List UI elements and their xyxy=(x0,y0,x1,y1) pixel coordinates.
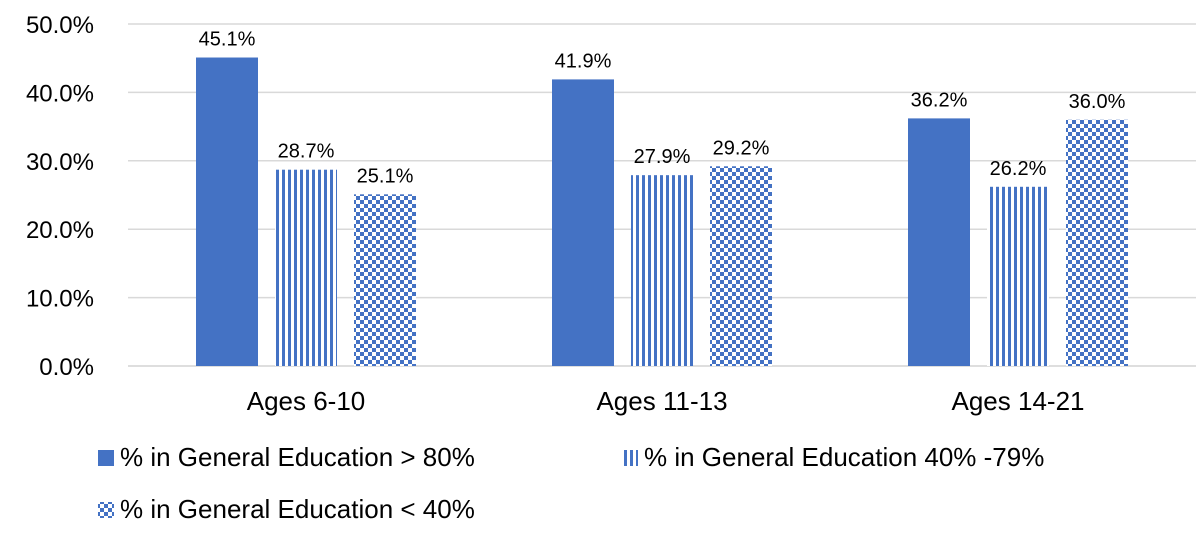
bar xyxy=(631,175,693,366)
data-label: 41.9% xyxy=(555,50,612,72)
bar xyxy=(710,166,772,366)
bar xyxy=(1066,119,1128,366)
legend-swatch xyxy=(98,450,114,466)
legend-label: % in General Education 40% -79% xyxy=(644,442,1044,472)
data-labels: 45.1% 28.7% 25.1% 41.9% 27.9% 29.2% 36.2% 26.2%… xyxy=(199,29,1126,188)
y-tick-label: 20.0% xyxy=(26,217,94,244)
data-label: 25.1% xyxy=(357,165,414,187)
y-tick-label: 30.0% xyxy=(26,149,94,176)
legend-swatch xyxy=(98,502,114,518)
legend-label: % in General Education < 40% xyxy=(120,494,475,524)
bars xyxy=(196,57,1128,367)
data-label: 26.2% xyxy=(990,158,1047,180)
data-label: 36.2% xyxy=(911,89,968,111)
y-tick-label: 40.0% xyxy=(26,80,94,107)
legend: % in General Education > 80% % in General… xyxy=(98,442,1044,524)
bar xyxy=(987,186,1049,366)
x-tick-label: Ages 14-21 xyxy=(952,386,1085,416)
x-tick-label: Ages 11-13 xyxy=(596,386,727,416)
y-axis-tick-labels: 0.0% 10.0% 20.0% 30.0% 40.0% 50.0% xyxy=(26,12,94,381)
data-label: 28.7% xyxy=(278,141,335,163)
y-tick-label: 0.0% xyxy=(39,354,94,381)
y-tick-label: 50.0% xyxy=(26,12,94,39)
legend-swatch xyxy=(622,450,638,466)
bar xyxy=(196,57,258,367)
bar xyxy=(552,79,614,367)
legend-item: % in General Education > 80% xyxy=(98,442,475,472)
data-label: 29.2% xyxy=(713,137,770,159)
data-label: 45.1% xyxy=(199,29,256,51)
legend-item: % in General Education < 40% xyxy=(98,494,475,524)
legend-item: % in General Education 40% -79% xyxy=(622,442,1044,472)
data-label: 27.9% xyxy=(634,146,691,168)
bar xyxy=(354,194,416,366)
x-tick-label: Ages 6-10 xyxy=(247,386,366,416)
legend-label: % in General Education > 80% xyxy=(120,442,475,472)
data-label: 36.0% xyxy=(1069,91,1126,113)
x-axis-tick-labels: Ages 6-10 Ages 11-13 Ages 14-21 xyxy=(247,386,1085,416)
bar xyxy=(908,118,970,366)
y-tick-label: 10.0% xyxy=(26,286,94,313)
bar xyxy=(275,169,337,366)
